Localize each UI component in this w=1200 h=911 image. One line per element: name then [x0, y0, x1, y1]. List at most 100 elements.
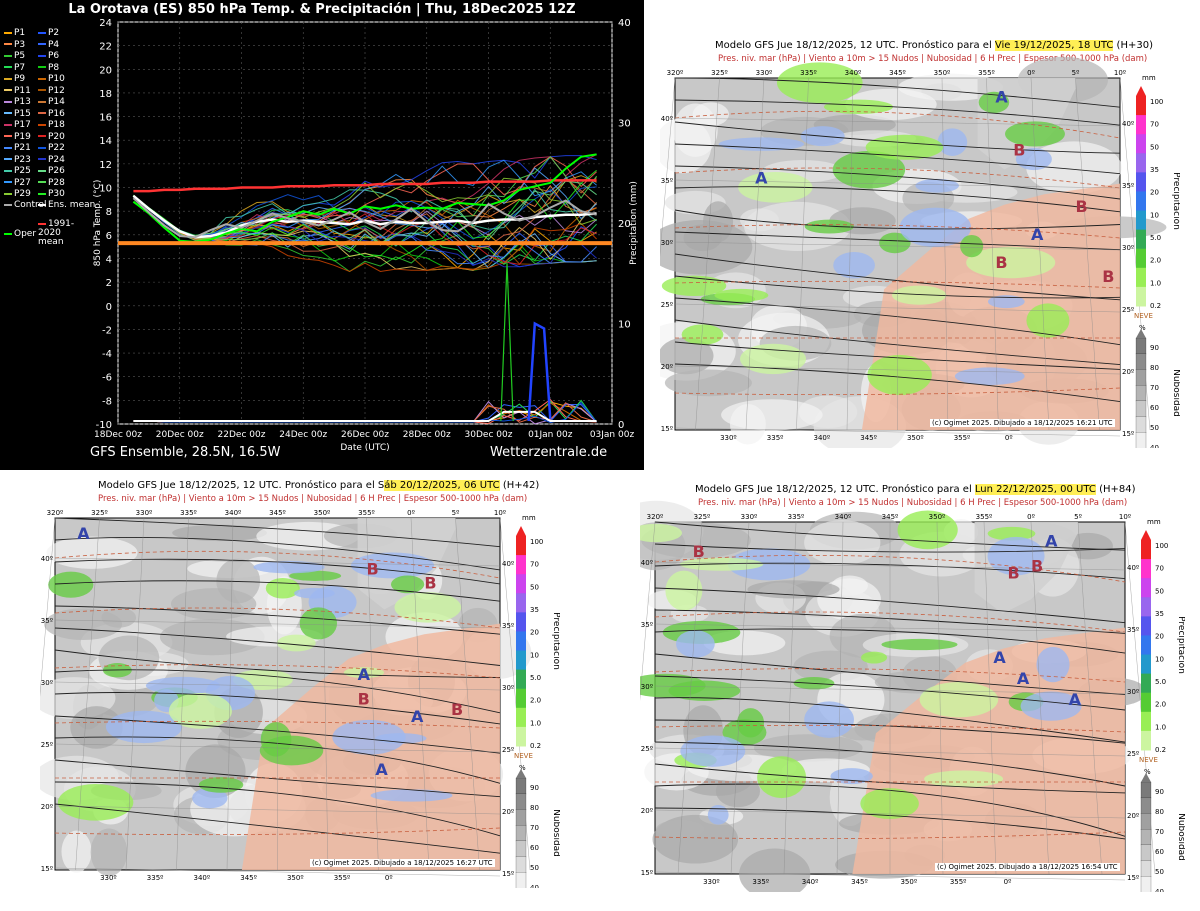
meridian-line — [783, 521, 797, 875]
lat-label-left: 25º — [661, 301, 673, 309]
legend-item: P2 — [38, 28, 59, 38]
x-tick-label: 30Dec 00z — [465, 430, 513, 440]
x-tick-label: 22Dec 00z — [218, 430, 266, 440]
precip-patch — [718, 137, 804, 151]
precip-colorbar-segment — [1136, 153, 1146, 173]
precip-colorbar-arrow — [1136, 86, 1146, 96]
low-pressure-center: B — [367, 559, 379, 578]
legend-swatch — [38, 135, 46, 137]
high-pressure-center: A — [375, 760, 388, 779]
meridian-line — [640, 521, 656, 701]
legend-item: P25 — [4, 166, 31, 176]
precip-patch — [276, 634, 316, 652]
snow-label: NEVE — [1139, 756, 1158, 764]
legend-item: P15 — [4, 109, 31, 119]
meridian-line — [677, 521, 703, 875]
parallel-line — [674, 179, 1121, 189]
legend-label: P15 — [14, 108, 31, 119]
legend-item: P6 — [38, 51, 59, 61]
precip-unit-label: mm — [1142, 74, 1156, 82]
precip-tick-label: 2.0 — [530, 697, 541, 705]
precip-tick-label: 100 — [530, 538, 543, 546]
isobar-line — [654, 807, 1126, 840]
precip-patch — [915, 178, 959, 193]
precip-colorbar-segment — [1141, 730, 1151, 751]
lat-label-left: 15º — [41, 865, 53, 873]
precip-patch — [891, 285, 947, 305]
legend-swatch — [4, 66, 12, 68]
lon-label-top: 335º — [180, 509, 197, 517]
lon-label-top: 5º — [1072, 69, 1080, 77]
meridian-line — [176, 517, 189, 871]
precip-patch — [899, 207, 972, 248]
thickness-line — [654, 611, 1126, 633]
precip-colorbar-segment — [1136, 210, 1146, 231]
precip-colorbar-segment — [516, 574, 526, 594]
map-copyright: (c) Ogimet 2025. Dibujado a 18/12/2025 1… — [310, 859, 495, 867]
meridian-line — [125, 517, 145, 871]
precip-colorbar-arrow — [1141, 530, 1151, 540]
precip-colorbar-segment — [516, 669, 526, 690]
precip-patch — [937, 128, 968, 156]
precip-unit-label: mm — [522, 514, 536, 522]
cloud-tick-label: 70 — [1155, 828, 1164, 836]
precip-tick-label: 70 — [1155, 565, 1164, 573]
legend-swatch — [38, 146, 46, 149]
cloud-unit-label: % — [519, 764, 526, 772]
precip-patch — [897, 510, 958, 550]
forecast-map-h84: Modelo GFS Jue 18/12/2025, 12 UTC. Pronó… — [640, 482, 1185, 892]
high-pressure-center: A — [411, 707, 424, 726]
legend-item: P29 — [4, 189, 31, 199]
precip-unit-label: mm — [1147, 518, 1161, 526]
legend-label: P23 — [14, 154, 31, 165]
precip-patch — [714, 288, 769, 302]
legend-item: P27 — [4, 178, 31, 188]
low-pressure-center: B — [1076, 197, 1088, 216]
legend-label: P21 — [14, 143, 31, 153]
isobar-line — [654, 783, 1126, 837]
precip-tick-label: 0.2 — [1155, 746, 1166, 754]
lat-label-left: 30º — [641, 683, 653, 691]
legend-swatch — [4, 203, 12, 206]
map-title-lead: (H+42) — [499, 480, 540, 491]
precip-tick-label: 5.0 — [1155, 678, 1166, 686]
precip-tick-label: 10 — [1150, 211, 1159, 219]
lat-label-right: 35º — [1122, 182, 1134, 190]
legend-item: Control — [4, 200, 47, 210]
isobar-line — [674, 99, 1121, 126]
lon-label-top: 5º — [1074, 513, 1082, 521]
y-tick-label: 12 — [99, 160, 112, 171]
isobar-line — [54, 517, 501, 548]
legend-swatch — [4, 123, 12, 126]
x-tick-label: 03Jan 00z — [590, 430, 635, 440]
legend-label: P17 — [14, 120, 31, 130]
isobar-line — [674, 231, 1121, 251]
legend-swatch — [4, 89, 12, 91]
lat-label-left: 30º — [661, 239, 673, 247]
meridian-line — [1030, 521, 1050, 875]
legend-swatch — [38, 222, 46, 225]
precip-colorbar-segment — [1136, 229, 1146, 250]
legend-label: P2 — [48, 28, 60, 38]
legend-label: P16 — [48, 108, 65, 119]
precip-tick-label: 35 — [1150, 166, 1159, 174]
precip-tick-label: 10 — [530, 651, 539, 659]
precip-patch — [776, 62, 863, 104]
precip-patch — [924, 770, 1004, 788]
legend-swatch — [38, 31, 46, 34]
precip-spike — [527, 321, 552, 422]
y2-tick-label: 0 — [618, 420, 624, 431]
cloud-colorbar-segment — [515, 809, 527, 826]
map-subtitle: Pres. niv. mar (hPa) | Viento a 10m > 15… — [98, 494, 528, 504]
precip-patch — [370, 789, 453, 802]
isobar-line — [674, 363, 1121, 403]
lon-label-top: 330º — [741, 513, 758, 521]
legend-swatch — [4, 135, 12, 137]
lat-label-right: 30º — [1122, 244, 1134, 252]
legend-item: P1 — [4, 28, 25, 38]
cloud-tick-label: 40 — [1150, 444, 1159, 448]
meridian-line — [1030, 77, 1050, 431]
legend-label: P4 — [48, 39, 60, 50]
legend-label: P3 — [14, 39, 26, 50]
precip-colorbar-segment — [1141, 578, 1151, 598]
